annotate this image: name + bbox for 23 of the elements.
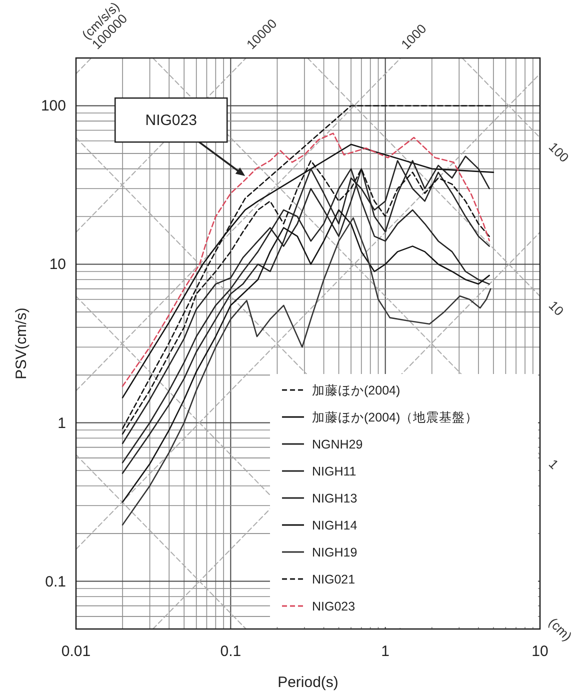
annotation: NIG023 xyxy=(145,112,197,130)
x-tick-label: 1 xyxy=(381,643,390,660)
x-tick-label: 10 xyxy=(532,643,548,660)
legend-label: NIG023 xyxy=(312,600,356,614)
y-tick-label: 100 xyxy=(40,98,66,115)
legend-label: 加藤ほか(2004) xyxy=(312,384,400,398)
legend-label: NIG021 xyxy=(312,572,356,586)
legend-label: NIGH11 xyxy=(312,464,356,478)
y-tick-label: 10 xyxy=(49,256,66,274)
y-axis-title: PSV(cm/s) xyxy=(13,308,30,380)
annotation: 1 xyxy=(546,456,562,472)
legend-label: 加藤ほか(2004)（地震基盤） xyxy=(312,410,478,424)
annotation: 100 xyxy=(546,139,572,166)
y-tick-label: 0.1 xyxy=(45,573,66,590)
y-tick-label: 1 xyxy=(58,414,66,432)
x-axis-title: Period(s) xyxy=(278,674,338,691)
x-tick-label: 0.01 xyxy=(61,643,91,660)
legend-label: NIGH13 xyxy=(312,492,358,506)
legend-label: NIGH19 xyxy=(312,546,358,560)
legend-label: NIGH14 xyxy=(312,518,358,532)
legend-label: NGNH29 xyxy=(312,438,363,452)
annotation: 10 xyxy=(546,298,567,319)
x-tick-label: 0.1 xyxy=(220,643,242,660)
